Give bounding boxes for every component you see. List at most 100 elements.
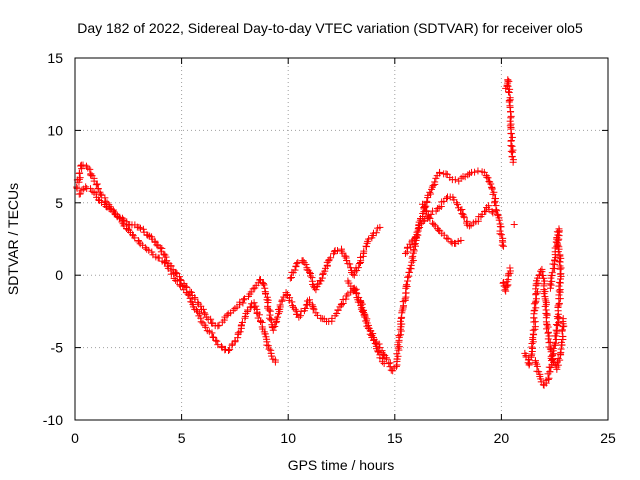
- data-point: [178, 282, 186, 290]
- data-point: [82, 183, 90, 191]
- data-point: [422, 207, 430, 215]
- axis-ticks: 0 5 10 15 20 25 -10 -5 0 5 10 15: [43, 50, 616, 446]
- data-point: [255, 311, 263, 319]
- data-point: [555, 258, 563, 266]
- y-tick-label: 10: [47, 122, 63, 138]
- data-point: [404, 273, 412, 281]
- data-point: [137, 224, 145, 232]
- data-point: [262, 290, 270, 298]
- data-point: [225, 346, 233, 354]
- data-point: [223, 311, 231, 319]
- data-point: [176, 276, 184, 284]
- data-point: [79, 161, 87, 169]
- data-point: [86, 165, 94, 173]
- data-point: [162, 253, 170, 261]
- data-point: [291, 305, 299, 313]
- data-point: [214, 322, 222, 330]
- data-point: [383, 355, 391, 363]
- data-point: [427, 190, 435, 198]
- data-point: [543, 325, 551, 333]
- data-point: [293, 260, 301, 268]
- data-point: [330, 248, 338, 256]
- data-point: [357, 302, 365, 310]
- x-tick-label: 25: [600, 430, 616, 446]
- data-point: [505, 77, 513, 85]
- data-point: [410, 247, 418, 255]
- data-point: [207, 315, 215, 323]
- data-point: [263, 341, 271, 349]
- data-point: [234, 329, 242, 337]
- data-point: [294, 258, 302, 266]
- data-point: [306, 268, 314, 276]
- data-point: [541, 302, 549, 310]
- data-point: [260, 281, 268, 289]
- x-tick-label: 15: [387, 430, 403, 446]
- chart-title: Day 182 of 2022, Sidereal Day-to-day VTE…: [77, 20, 583, 36]
- data-points: [73, 76, 568, 389]
- data-point: [484, 174, 492, 182]
- data-point: [537, 375, 545, 383]
- data-point: [220, 316, 228, 324]
- data-point: [506, 264, 514, 272]
- data-point: [259, 280, 267, 288]
- data-point: [186, 294, 194, 302]
- data-point: [339, 249, 347, 257]
- data-point: [540, 290, 548, 298]
- data-point: [87, 171, 95, 179]
- y-tick-label: -10: [43, 412, 63, 428]
- data-point: [327, 254, 335, 262]
- data-point: [184, 290, 192, 298]
- data-point: [73, 183, 81, 191]
- data-point: [510, 221, 518, 229]
- data-point: [548, 361, 556, 369]
- data-point: [554, 361, 562, 369]
- data-point: [226, 346, 234, 354]
- data-point: [309, 304, 317, 312]
- data-point: [556, 356, 564, 364]
- data-point: [507, 114, 515, 122]
- data-point: [185, 291, 193, 299]
- data-point: [274, 313, 282, 321]
- data-point: [236, 298, 244, 306]
- data-point: [131, 234, 139, 242]
- data-point: [493, 207, 501, 215]
- data-point: [508, 152, 516, 160]
- data-point: [488, 207, 496, 215]
- data-point: [76, 174, 84, 182]
- x-tick-label: 10: [280, 430, 296, 446]
- data-point: [202, 323, 210, 331]
- x-axis-label: GPS time / hours: [288, 457, 395, 473]
- data-point: [532, 290, 540, 298]
- data-point: [208, 329, 216, 337]
- data-point: [464, 171, 472, 179]
- data-point: [442, 194, 450, 202]
- data-point: [542, 297, 550, 305]
- data-point: [134, 237, 142, 245]
- data-point: [553, 242, 561, 250]
- data-point: [555, 299, 563, 307]
- data-point: [547, 281, 555, 289]
- data-point: [386, 363, 394, 371]
- data-point: [507, 142, 515, 150]
- data-point: [529, 326, 537, 334]
- data-point: [135, 238, 143, 246]
- data-point: [278, 296, 286, 304]
- data-point: [312, 286, 320, 294]
- data-point: [454, 201, 462, 209]
- data-point: [342, 292, 350, 300]
- data-point: [553, 327, 561, 335]
- data-point: [413, 231, 421, 239]
- data-point: [508, 142, 516, 150]
- data-point: [101, 197, 109, 205]
- data-point: [238, 319, 246, 327]
- data-point: [508, 133, 516, 141]
- data-point: [271, 322, 279, 330]
- data-point: [161, 258, 169, 266]
- data-point: [361, 313, 369, 321]
- data-point: [489, 209, 497, 217]
- data-point: [545, 332, 553, 340]
- data-point: [471, 168, 479, 176]
- data-point: [500, 242, 508, 250]
- data-point: [555, 313, 563, 321]
- data-point: [193, 306, 201, 314]
